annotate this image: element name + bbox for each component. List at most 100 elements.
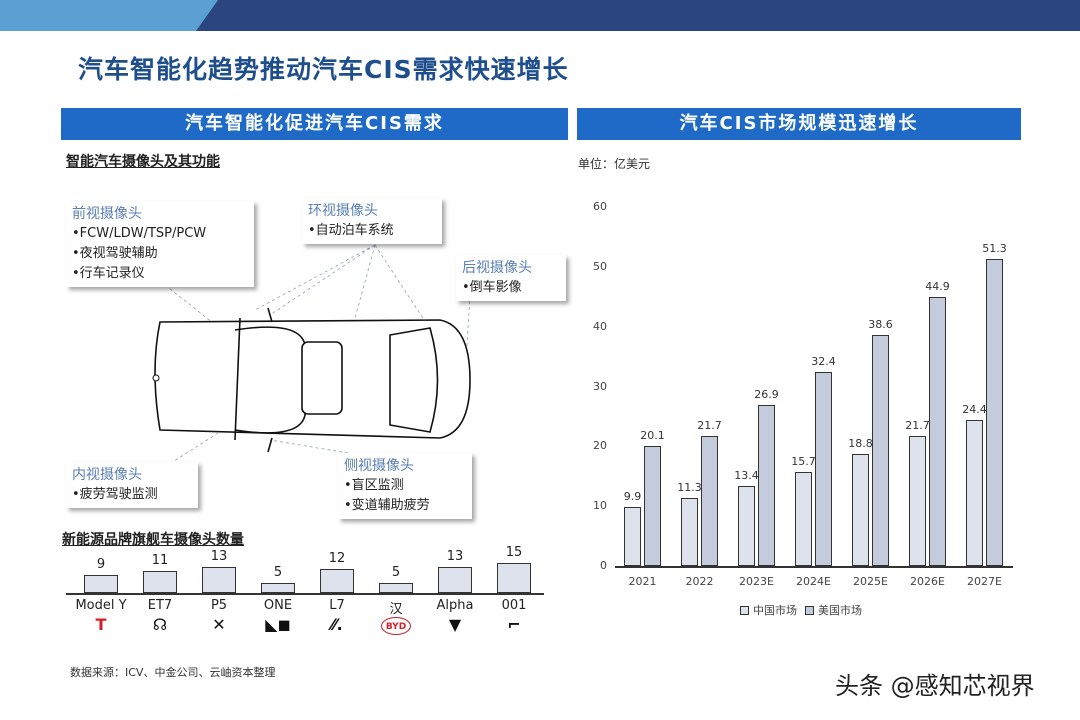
bar-value-label: 18.8: [848, 436, 873, 450]
front-camera-item: •行车记录仪: [72, 266, 145, 281]
brand-bar: [202, 567, 236, 593]
bar-china: [738, 485, 755, 566]
bar-us: [701, 436, 718, 566]
y-axis-tick: 0: [600, 559, 607, 572]
rear-camera-callout: 后视摄像头 •倒车影像: [456, 255, 566, 301]
surround-camera-title: 环视摄像头: [308, 203, 378, 219]
interior-camera-item: •疲劳驾驶监测: [72, 487, 158, 502]
brand-chart-baseline: [66, 593, 544, 595]
x-axis-label: 2022: [685, 575, 714, 588]
bar-value-label: 51.3: [982, 242, 1007, 256]
x-axis-label: 2027E: [967, 575, 1002, 588]
x-axis-label: 2024E: [796, 575, 831, 588]
legend-label-china: 中国市场: [753, 604, 797, 617]
front-camera-title: 前视摄像头: [72, 206, 142, 222]
brand-value: 5: [391, 565, 401, 580]
y-axis-tick: 20: [593, 439, 607, 453]
brand-model-name: 001: [501, 598, 527, 613]
x-axis-label: 2023E: [739, 575, 774, 588]
brand-bar: [438, 567, 472, 593]
page-title: 汽车智能化趋势推动汽车CIS需求快速增长: [78, 55, 569, 84]
brand-bar: [261, 583, 295, 593]
brand-value: 11: [151, 553, 169, 568]
y-axis-tick: 40: [593, 319, 607, 333]
front-camera-item: •夜视驾驶辅助: [72, 246, 158, 261]
bar-us: [929, 297, 946, 566]
brand-value: 13: [446, 549, 464, 564]
brand-bar: [379, 583, 413, 593]
rear-camera-item: •倒车影像: [462, 280, 522, 295]
bar-value-label: 44.9: [925, 280, 950, 294]
bar-us: [758, 405, 775, 566]
bar-value-label: 26.9: [754, 388, 779, 402]
interior-camera-title: 内视摄像头: [72, 467, 142, 483]
brand-bar: [320, 569, 354, 593]
brand-model-name: Alpha: [436, 598, 474, 613]
li-auto-logo-icon: ◣◼: [265, 615, 291, 634]
arcfox-logo-icon: ▼: [448, 615, 462, 634]
legend-swatch-us: [805, 605, 814, 615]
bar-us: [872, 335, 889, 566]
left-section-header: 汽车智能化促进汽车CIS需求: [61, 108, 568, 140]
brand-value: 9: [96, 557, 106, 572]
side-camera-item: •盲区监测: [344, 478, 404, 493]
data-source: 数据来源：ICV、中金公司、云岫资本整理: [70, 666, 276, 679]
chart-legend: 中国市场 美国市场: [740, 602, 862, 618]
bar-value-label: 13.4: [734, 468, 759, 482]
legend-label-us: 美国市场: [818, 604, 862, 617]
tesla-logo-icon: T: [95, 615, 107, 634]
legend-swatch-china: [740, 605, 749, 615]
brand-bar: [143, 571, 177, 593]
brand-value: 15: [505, 545, 523, 560]
bar-us: [986, 259, 1003, 566]
brand-model-name: 汉: [389, 602, 403, 617]
brand-bar: [497, 563, 531, 593]
bar-value-label: 15.7: [791, 455, 816, 469]
x-axis-label: 2025E: [853, 575, 888, 588]
brand-model-name: Model Y: [75, 598, 127, 613]
brand-value: 13: [210, 549, 228, 564]
right-section-header: 汽车CIS市场规模迅速增长: [577, 108, 1021, 140]
brand-model-name: P5: [210, 598, 228, 613]
surround-camera-callout: 环视摄像头 •自动泊车系统: [302, 198, 442, 244]
bar-value-label: 32.4: [811, 355, 836, 369]
brand-value: 5: [273, 565, 283, 580]
side-camera-item: •变道辅助疲劳: [344, 498, 430, 513]
y-axis-tick: 50: [593, 259, 607, 273]
bar-value-label: 38.6: [868, 318, 893, 332]
brand-model-name: ONE: [263, 598, 293, 613]
rear-camera-title: 后视摄像头: [462, 260, 532, 276]
watermark: 头条 @感知芯视界: [835, 672, 1035, 700]
xpeng-logo-icon: ✕: [212, 615, 226, 634]
bar-china: [909, 436, 926, 566]
y-axis-tick: 10: [593, 499, 607, 513]
bar-china: [624, 506, 641, 566]
bar-value-label: 24.4: [962, 403, 987, 416]
unit-label: 单位：亿美元: [578, 157, 651, 171]
brand-model-name: ET7: [147, 598, 173, 613]
brand-chart-title: 新能源品牌旗舰车摄像头数量: [62, 532, 244, 548]
side-camera-callout: 侧视摄像头 •盲区监测 •变道辅助疲劳: [338, 453, 472, 519]
y-axis-tick: 30: [593, 379, 607, 393]
y-axis-tick: 60: [593, 200, 607, 213]
bar-china: [795, 472, 812, 566]
bar-china: [681, 498, 698, 566]
bar-value-label: 20.1: [640, 428, 665, 442]
zeekr-logo-icon: ⌐: [507, 615, 521, 634]
brand-bar: [84, 575, 118, 593]
camera-diagram-title: 智能汽车摄像头及其功能: [66, 154, 220, 170]
x-axis-label: 2026E: [910, 575, 945, 588]
side-camera-title: 侧视摄像头: [344, 458, 414, 474]
brand-model-name: L7: [329, 598, 345, 613]
byd-logo-icon: BYD: [381, 617, 411, 635]
bar-china: [852, 453, 869, 566]
x-axis-label: 2021: [628, 575, 657, 588]
top-banner-accent: [0, 0, 196, 31]
brand-value: 12: [328, 551, 346, 566]
bar-value-label: 21.7: [905, 419, 930, 433]
bar-china: [966, 420, 983, 566]
top-banner-accent-edge: [196, 0, 218, 31]
front-camera-callout: 前视摄像头 •FCW/LDW/TSP/PCW •夜视驾驶辅助 •行车记录仪: [66, 201, 254, 287]
bar-value-label: 11.3: [677, 481, 702, 495]
interior-camera-callout: 内视摄像头 •疲劳驾驶监测: [66, 462, 198, 508]
